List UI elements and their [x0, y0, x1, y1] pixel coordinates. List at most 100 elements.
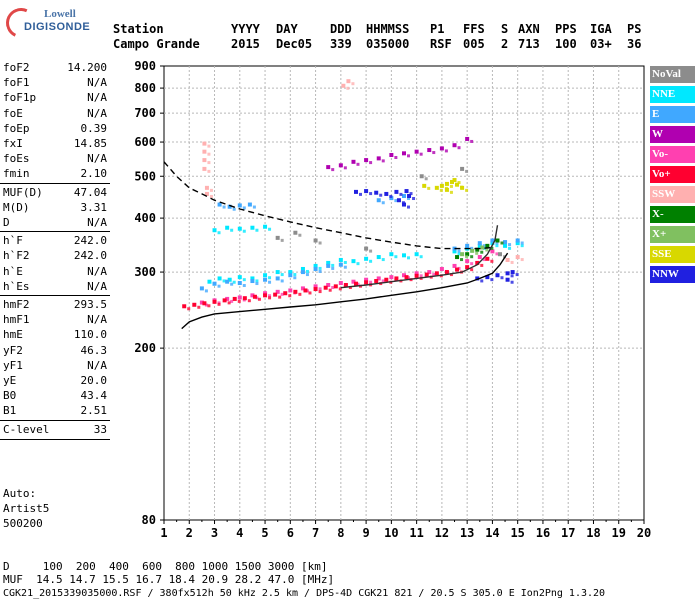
- param-row-8: MUF(D) 47.04: [3, 185, 107, 200]
- data-point-w: [444, 149, 448, 153]
- data-point-nne: [305, 269, 309, 273]
- param-separator: [0, 419, 110, 421]
- data-point-e: [217, 284, 221, 288]
- data-point-noval: [465, 169, 469, 173]
- param-value: 43.4: [80, 389, 108, 403]
- data-point-vo-: [389, 275, 394, 280]
- data-point-w: [407, 154, 410, 158]
- line1-4: HHMMSS: [366, 22, 410, 36]
- param-label: h`Es: [3, 279, 30, 293]
- data-point-vo-: [318, 287, 322, 291]
- data-point-e: [394, 199, 398, 203]
- data-point-vo-: [384, 277, 389, 282]
- legend-item-vo-: Vo-: [650, 146, 695, 163]
- data-point-vo-: [288, 294, 292, 298]
- data-point-e: [280, 279, 284, 283]
- data-point-nnw: [510, 270, 515, 275]
- line1-7: S: [501, 22, 509, 36]
- data-point-x-: [455, 255, 460, 260]
- data-point-w: [351, 159, 356, 164]
- param-row-21: B0 43.4: [3, 388, 107, 403]
- data-point-e: [212, 281, 217, 286]
- line1-2: DAY: [276, 22, 298, 36]
- data-point-x-: [465, 252, 470, 257]
- data-point-vo-: [376, 276, 381, 281]
- x-tick-label: 7: [312, 526, 319, 540]
- data-point-noval: [280, 238, 284, 242]
- data-point-nne: [515, 241, 520, 246]
- line1-9: PPS: [555, 22, 577, 36]
- data-point-sse: [460, 185, 465, 190]
- data-point-w: [326, 165, 331, 170]
- data-point-w: [470, 139, 474, 143]
- x-tick-label: 3: [211, 526, 218, 540]
- footer-distance-row: D 100 200 400 600 800 1000 1500 3000 [km…: [3, 560, 328, 573]
- data-point-sse: [449, 184, 453, 188]
- data-point-w: [452, 143, 457, 148]
- data-point-nne: [212, 228, 217, 233]
- data-point-nne: [255, 228, 259, 232]
- data-point-nne: [217, 276, 222, 281]
- data-point-e: [338, 262, 343, 267]
- ionogram-chart: 1 2 3 4 5 6 7 8 9 10 11 12 13 14 15 16 17 18 19 20802003004…: [134, 59, 651, 540]
- param-value: 242.0: [73, 249, 107, 263]
- data-point-nne: [351, 259, 356, 264]
- data-point-sse: [457, 181, 461, 185]
- line2-9: 100: [555, 37, 577, 51]
- x-tick-label: 9: [362, 526, 369, 540]
- data-point-nne: [376, 255, 381, 260]
- data-point-nnw: [412, 197, 416, 201]
- data-point-w: [381, 159, 385, 163]
- data-point-vo-: [250, 293, 255, 298]
- x-tick-label: 6: [287, 526, 294, 540]
- param-separator: [0, 438, 110, 440]
- data-point-vo-: [227, 301, 231, 305]
- param-row-2: foF1p N/A: [3, 90, 107, 105]
- data-point-nnw: [396, 198, 401, 203]
- data-point-vo-: [293, 289, 298, 294]
- data-point-vo-: [278, 295, 282, 299]
- data-point-e: [227, 204, 232, 209]
- data-point-nnw: [409, 192, 413, 196]
- param-value: N/A: [87, 216, 107, 229]
- data-point-w: [402, 151, 406, 156]
- data-point-ssw: [351, 82, 355, 86]
- param-label: hmF2: [3, 298, 30, 311]
- data-point-nne: [225, 225, 230, 230]
- data-point-noval: [424, 177, 428, 181]
- data-point-nne: [280, 273, 284, 277]
- param-row-15: hmF2 293.5: [3, 297, 107, 312]
- data-point-nne: [520, 244, 524, 248]
- data-point-nne: [263, 224, 268, 229]
- data-point-nnw: [354, 189, 358, 194]
- data-point-e: [268, 280, 272, 284]
- data-point-vo-: [444, 270, 449, 275]
- data-point-nnw: [505, 271, 510, 276]
- line2-2: Dec05: [276, 37, 313, 51]
- data-point-sse: [439, 183, 444, 188]
- line1-11: PS: [627, 22, 642, 36]
- data-point-e: [255, 282, 259, 286]
- data-point-nne: [207, 279, 212, 284]
- data-point-vo-: [257, 297, 261, 301]
- data-point-ssw: [204, 185, 209, 190]
- line2-4: 035000: [366, 37, 410, 51]
- data-point-nne: [242, 229, 246, 233]
- data-point-e: [381, 201, 385, 205]
- param-row-5: fxI 14.85: [3, 136, 107, 151]
- param-value: 242.0: [73, 234, 107, 248]
- param-label: fxI: [3, 137, 23, 150]
- data-point-vo-: [182, 304, 187, 309]
- data-point-nne: [318, 266, 322, 270]
- data-point-vo-: [326, 283, 331, 288]
- data-point-vo-: [308, 291, 312, 295]
- data-point-x-: [500, 241, 504, 245]
- data-point-noval: [275, 235, 280, 240]
- data-point-e: [237, 281, 242, 286]
- data-point-x-: [490, 246, 494, 250]
- data-point-vo-: [225, 296, 230, 301]
- data-point-nnw: [402, 202, 406, 207]
- data-point-nne: [407, 256, 410, 260]
- legend-item-noval: NoVal: [650, 66, 695, 83]
- param-value: 20.0: [80, 374, 108, 387]
